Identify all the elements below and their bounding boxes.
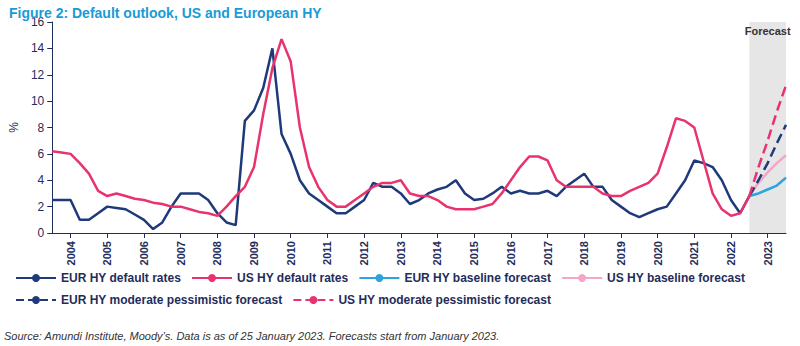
svg-text:6: 6	[38, 147, 45, 161]
svg-text:2013: 2013	[395, 241, 407, 265]
svg-text:0: 0	[38, 226, 45, 240]
svg-text:2008: 2008	[211, 241, 223, 265]
svg-text:2018: 2018	[578, 241, 590, 265]
svg-text:2: 2	[38, 200, 45, 214]
svg-text:2006: 2006	[138, 241, 150, 265]
svg-text:US HY baseline forecast: US HY baseline forecast	[607, 271, 745, 285]
svg-text:2014: 2014	[431, 240, 443, 265]
svg-text:US HY default rates: US HY default rates	[237, 271, 348, 285]
svg-text:US HY moderate pessimistic for: US HY moderate pessimistic forecast	[338, 293, 551, 307]
svg-text:2017: 2017	[542, 241, 554, 265]
svg-text:2015: 2015	[468, 241, 480, 265]
svg-text:2012: 2012	[358, 241, 370, 265]
svg-text:2021: 2021	[688, 241, 700, 265]
svg-text:Forecast: Forecast	[745, 25, 791, 37]
svg-text:10: 10	[31, 94, 45, 108]
svg-text:2022: 2022	[725, 241, 737, 265]
svg-text:2019: 2019	[615, 241, 627, 265]
svg-text:EUR HY default rates: EUR HY default rates	[61, 271, 181, 285]
svg-text:EUR HY baseline forecast: EUR HY baseline forecast	[404, 271, 551, 285]
svg-text:14: 14	[31, 41, 45, 55]
svg-text:Figure 2: Default outlook, US: Figure 2: Default outlook, US and Europe…	[9, 5, 322, 21]
svg-text:EUR HY moderate pessimistic fo: EUR HY moderate pessimistic forecast	[61, 293, 282, 307]
svg-text:2020: 2020	[652, 241, 664, 265]
svg-text:2005: 2005	[101, 241, 113, 265]
svg-text:4: 4	[38, 173, 45, 187]
svg-text:Source: Amundi Institute, Mood: Source: Amundi Institute, Moody’s. Data …	[4, 330, 499, 342]
svg-text:2011: 2011	[321, 241, 333, 265]
svg-text:16: 16	[30, 15, 45, 29]
svg-text:8: 8	[38, 121, 45, 135]
svg-text:12: 12	[31, 68, 45, 82]
svg-text:2007: 2007	[175, 241, 187, 265]
svg-text:2009: 2009	[248, 241, 260, 265]
svg-text:2023: 2023	[762, 241, 774, 265]
svg-text:%: %	[7, 122, 21, 133]
svg-text:2016: 2016	[505, 241, 517, 265]
svg-text:2004: 2004	[65, 240, 77, 265]
svg-text:2010: 2010	[285, 241, 297, 265]
